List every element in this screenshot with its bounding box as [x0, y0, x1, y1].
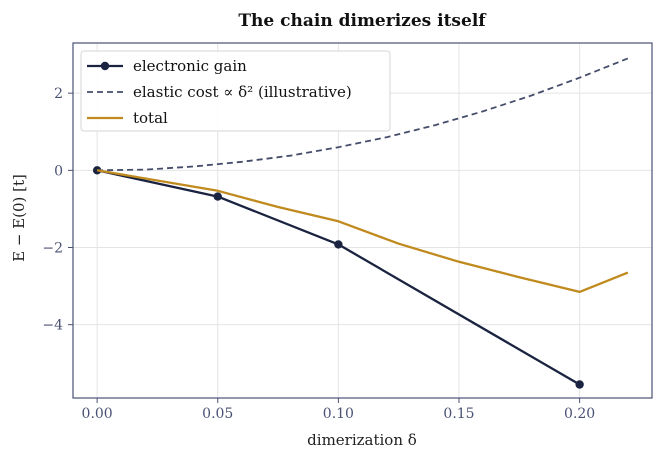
series-line-0 — [96, 169, 581, 386]
series-line-2 — [96, 169, 629, 294]
x-tick-label: 0.15 — [443, 406, 474, 422]
x-tick-label: 0.10 — [323, 406, 354, 422]
series-point-0 — [575, 380, 584, 389]
x-tick-label: 0.20 — [564, 406, 595, 422]
y-tick-label: 0 — [54, 163, 63, 179]
y-axis-label: E − E(0) [t] — [10, 174, 28, 262]
series-point-0 — [213, 192, 222, 201]
x-tick-label: 0.00 — [82, 406, 113, 422]
series-point-0 — [334, 240, 343, 249]
chart-title: The chain dimerizes itself — [238, 11, 487, 31]
legend-label-0: electronic gain — [133, 57, 247, 75]
ticks: 0.00 0.05 0.10 0.15 0.20 2 0 −2 −4 — [42, 86, 595, 422]
x-tick-label: 0.05 — [202, 406, 233, 422]
legend-box — [80, 50, 391, 132]
legend: electronic gain elastic cost ∝ δ² (illust… — [80, 50, 391, 132]
plot-frame — [72, 42, 653, 399]
legend-label-1: elastic cost ∝ δ² (illustrative) — [133, 83, 352, 101]
legend-label-2: total — [133, 109, 168, 127]
y-tick-label: −4 — [42, 318, 63, 334]
legend-marker-0 — [100, 61, 110, 71]
y-tick-label: 2 — [54, 86, 63, 102]
series-line-1 — [97, 57, 629, 172]
y-tick-label: −2 — [42, 241, 63, 257]
x-axis-label: dimerization δ — [307, 431, 417, 449]
series-layer — [92, 57, 629, 389]
